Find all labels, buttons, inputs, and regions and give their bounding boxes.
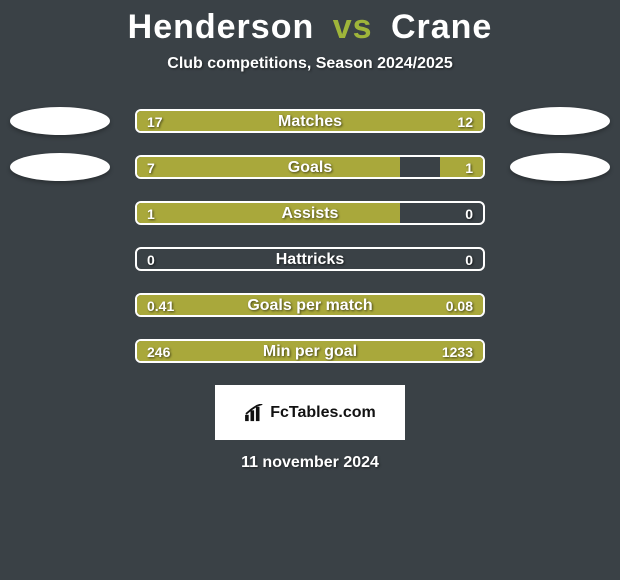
stat-bar-fill-right	[339, 111, 483, 131]
player2-avatar	[510, 153, 610, 181]
stat-bar-fill-left	[137, 203, 400, 223]
stat-label: Hattricks	[137, 249, 483, 271]
stat-bar-track: 1712Matches	[135, 109, 485, 133]
player1-name: Henderson	[128, 8, 315, 46]
stat-bar-track: 10Assists	[135, 201, 485, 225]
date-label: 11 november 2024	[0, 454, 620, 472]
player2-avatar	[510, 107, 610, 135]
subtitle: Club competitions, Season 2024/2025	[0, 55, 620, 73]
stat-value-left: 0	[137, 249, 165, 271]
vs-label: vs	[333, 8, 373, 46]
stat-bar-fill-right	[137, 341, 483, 361]
stat-bar-track: 71Goals	[135, 155, 485, 179]
stat-value-right: 0	[455, 203, 483, 225]
stat-value-right: 0	[455, 249, 483, 271]
stat-bar-fill-left	[137, 295, 483, 315]
bar-chart-icon	[244, 404, 266, 422]
logo-text: FcTables.com	[270, 404, 376, 422]
stat-row: 10Assists	[0, 193, 620, 239]
stat-bar-track: 0 0Hattricks	[135, 247, 485, 271]
comparison-title: Henderson vs Crane	[0, 8, 620, 47]
stat-bar-fill-right	[440, 157, 483, 177]
stat-bar-track: 2461233Min per goal	[135, 339, 485, 363]
player1-avatar	[10, 107, 110, 135]
stat-bar-fill-left	[137, 111, 339, 131]
player1-avatar	[10, 153, 110, 181]
stat-row: 1712Matches	[0, 101, 620, 147]
stat-bar-fill-left	[137, 157, 400, 177]
logo-box[interactable]: FcTables.com	[215, 385, 405, 440]
stat-row: 0.410.08Goals per match	[0, 285, 620, 331]
stat-row: 71Goals	[0, 147, 620, 193]
logo-inner: FcTables.com	[244, 404, 376, 422]
stat-bar-track: 0.410.08Goals per match	[135, 293, 485, 317]
stats-area: 1712Matches71Goals10Assists00Hattricks0.…	[0, 101, 620, 377]
stat-row: 0 0Hattricks	[0, 239, 620, 285]
stat-row: 2461233Min per goal	[0, 331, 620, 377]
comparison-card: Henderson vs Crane Club competitions, Se…	[0, 0, 620, 472]
player2-name: Crane	[391, 8, 492, 46]
